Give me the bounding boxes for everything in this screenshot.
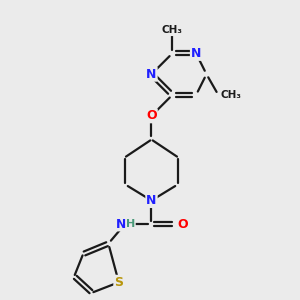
Text: N: N: [116, 218, 126, 231]
Text: N: N: [146, 194, 157, 207]
Text: CH₃: CH₃: [162, 25, 183, 35]
Text: S: S: [114, 276, 123, 289]
Text: O: O: [178, 218, 188, 231]
Text: N: N: [191, 47, 201, 60]
Text: CH₃: CH₃: [221, 90, 242, 100]
Text: O: O: [146, 109, 157, 122]
Text: N: N: [146, 68, 157, 81]
Text: H: H: [126, 219, 135, 229]
